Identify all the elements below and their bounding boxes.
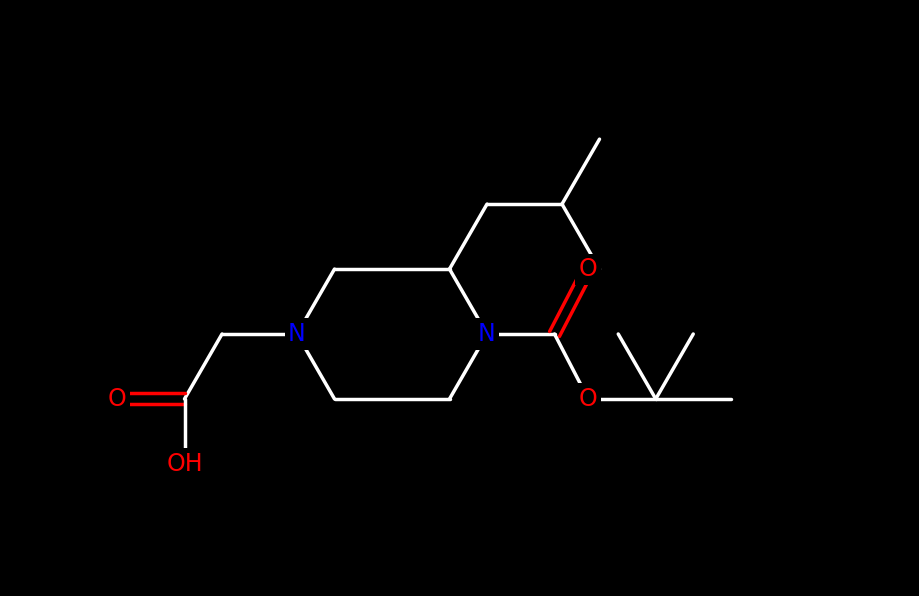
Text: OH: OH [166, 452, 203, 476]
Text: N: N [478, 322, 496, 346]
Text: O: O [579, 387, 597, 411]
Text: O: O [108, 387, 127, 411]
Text: N: N [289, 322, 306, 346]
Text: O: O [579, 257, 597, 281]
